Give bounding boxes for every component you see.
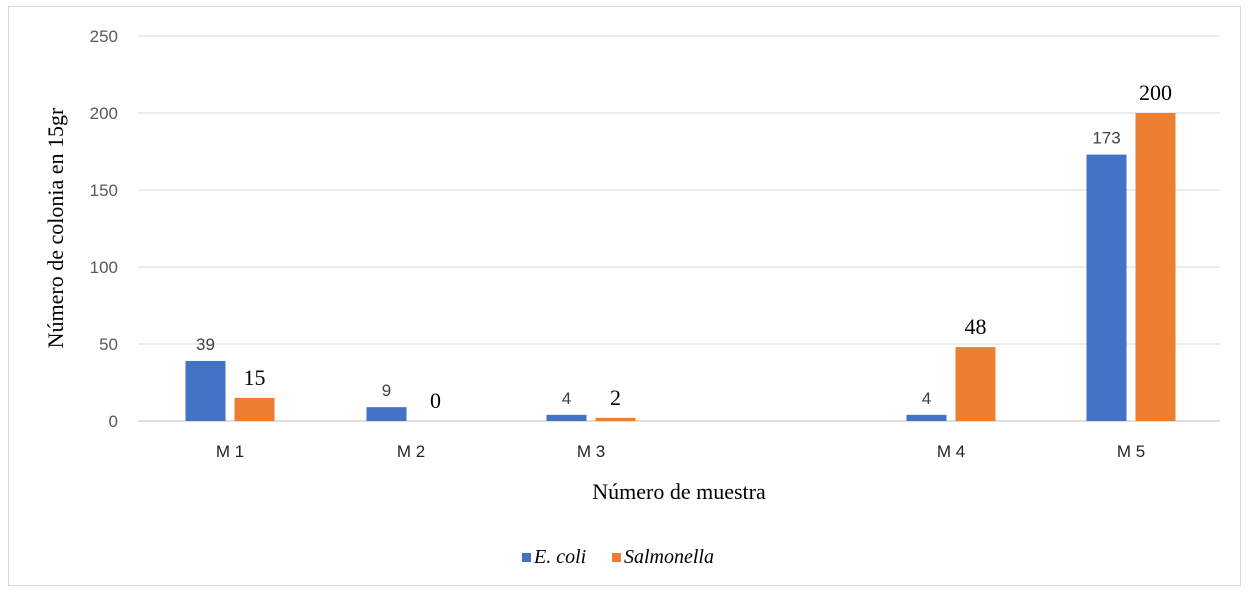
bar <box>906 414 947 421</box>
y-tick-label: 250 <box>90 27 118 46</box>
x-tick-label: M 4 <box>937 442 965 461</box>
data-label: 2 <box>610 385 621 410</box>
data-label: 173 <box>1092 129 1120 148</box>
data-label: 9 <box>382 381 391 400</box>
x-tick-labels: M 1 M 2 M 3 M 4 M 5 <box>216 442 1145 461</box>
y-tick-label: 0 <box>109 412 118 431</box>
bar <box>234 397 275 421</box>
x-tick-label: M 5 <box>1117 442 1145 461</box>
data-label: 39 <box>196 335 215 354</box>
data-label: 4 <box>562 389 571 408</box>
legend-swatch <box>522 553 531 562</box>
y-tick-label: 200 <box>90 104 118 123</box>
y-axis-title: Número de colonia en 15gr <box>43 107 68 348</box>
gridlines <box>138 35 1220 422</box>
data-label: 4 <box>922 389 931 408</box>
legend-label: Salmonella <box>624 546 714 568</box>
y-tick-labels: 0 50 100 150 200 250 <box>90 27 118 431</box>
legend-label: E. coli <box>533 546 586 568</box>
bars <box>185 113 1176 421</box>
x-axis-title: Número de muestra <box>592 479 766 504</box>
x-tick-label: M 3 <box>577 442 605 461</box>
bar <box>185 360 226 421</box>
bar <box>1086 154 1127 421</box>
bar <box>546 414 587 421</box>
data-label: 200 <box>1139 80 1172 105</box>
bar <box>955 347 996 421</box>
bar <box>595 417 636 421</box>
bar <box>366 407 407 421</box>
bar <box>1135 113 1176 421</box>
y-tick-label: 150 <box>90 181 118 200</box>
y-tick-label: 50 <box>99 335 118 354</box>
data-labels: 39 15 9 0 4 2 4 48 173 200 <box>196 80 1172 413</box>
legend: E. coli Salmonella <box>522 546 714 568</box>
y-tick-label: 100 <box>90 258 118 277</box>
chart-frame <box>8 6 1241 586</box>
x-tick-label: M 2 <box>397 442 425 461</box>
data-label: 0 <box>430 388 441 413</box>
x-tick-label: M 1 <box>216 442 244 461</box>
data-label: 15 <box>244 365 266 390</box>
legend-swatch <box>612 553 621 562</box>
data-label: 48 <box>965 314 987 339</box>
